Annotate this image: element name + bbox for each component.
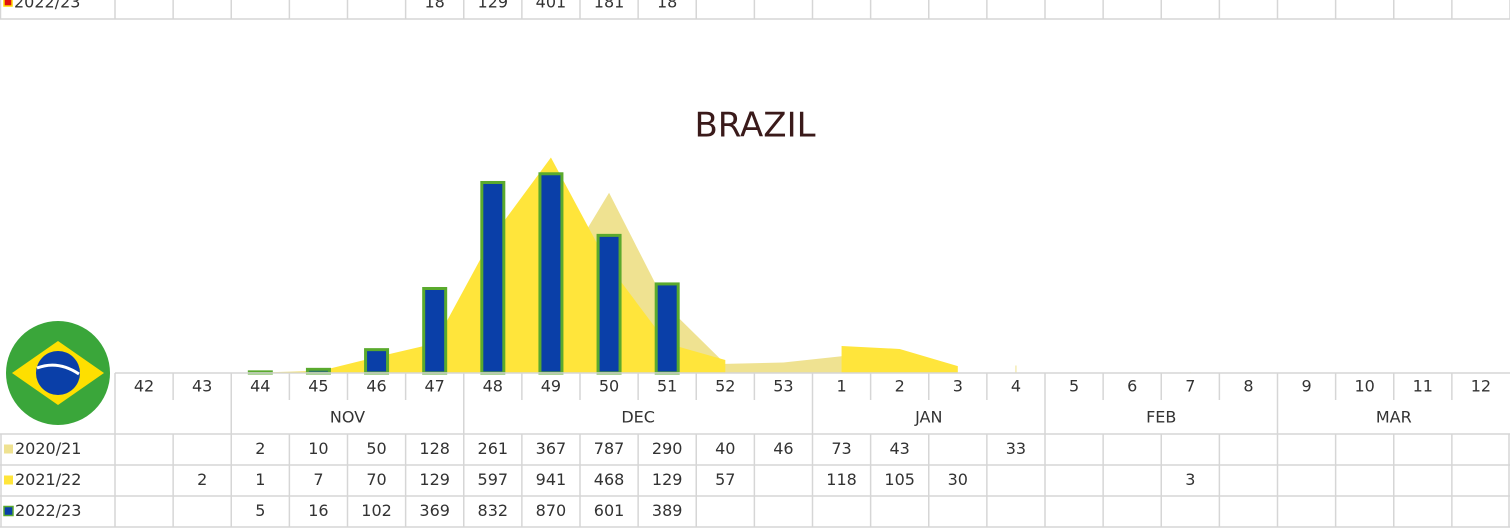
- week-label: 5: [1069, 377, 1079, 396]
- cell: 290: [652, 439, 683, 458]
- cell: 597: [478, 470, 509, 489]
- week-label: 10: [1355, 377, 1375, 396]
- week-label: 2: [895, 377, 905, 396]
- cell: 129: [478, 0, 509, 12]
- legend-swatch: [3, 505, 14, 517]
- cell: 18: [657, 0, 677, 12]
- week-label: 7: [1185, 377, 1195, 396]
- bar: [596, 233, 622, 375]
- week-label: 53: [773, 377, 793, 396]
- cell: 102: [361, 501, 392, 520]
- bar: [480, 180, 506, 375]
- row-label: 2020/21: [15, 439, 81, 458]
- cell: 30: [948, 470, 968, 489]
- week-label: 3: [953, 377, 963, 396]
- week-label: 42: [134, 377, 154, 396]
- bar: [538, 172, 564, 375]
- week-label: 45: [308, 377, 328, 396]
- cell: 18: [425, 0, 445, 12]
- week-label: 49: [541, 377, 561, 396]
- row-label: 2021/22: [15, 470, 81, 489]
- week-label: 4: [1011, 377, 1021, 396]
- week-label: 43: [192, 377, 212, 396]
- cell: 70: [366, 470, 386, 489]
- chart-title: BRAZIL: [694, 106, 815, 146]
- cell: 1: [255, 470, 265, 489]
- month-label: JAN: [914, 408, 942, 427]
- week-label: 47: [425, 377, 445, 396]
- legend-swatch: [3, 0, 13, 7]
- bar: [422, 286, 448, 375]
- cell: 832: [478, 501, 509, 520]
- week-label: 9: [1301, 377, 1311, 396]
- cell: 401: [536, 0, 567, 12]
- cell: 181: [594, 0, 625, 12]
- legend-swatch: [4, 475, 13, 485]
- cell: 870: [536, 501, 567, 520]
- cell: 2: [197, 470, 207, 489]
- cell: 787: [594, 439, 625, 458]
- week-label: 50: [599, 377, 619, 396]
- week-label: 52: [715, 377, 735, 396]
- cell: 16: [308, 501, 328, 520]
- chart: [202, 157, 1191, 375]
- cell: 43: [890, 439, 910, 458]
- week-label: 12: [1471, 377, 1491, 396]
- cell: 468: [594, 470, 625, 489]
- month-label: NOV: [330, 408, 365, 427]
- week-label: 46: [366, 377, 386, 396]
- cell: 389: [652, 501, 683, 520]
- week-label: 51: [657, 377, 677, 396]
- cell: 33: [1006, 439, 1026, 458]
- area: [841, 345, 958, 373]
- week-label: 1: [836, 377, 846, 396]
- week-label: 11: [1413, 377, 1433, 396]
- area: [202, 157, 726, 373]
- cell: 2: [255, 439, 265, 458]
- row-label: 2022/23: [14, 0, 80, 12]
- cell: 369: [419, 501, 450, 520]
- cell: 3: [1185, 470, 1195, 489]
- legend-swatch: [4, 444, 13, 454]
- cell: 5: [255, 501, 265, 520]
- week-label: 44: [250, 377, 270, 396]
- cell: 40: [715, 439, 735, 458]
- month-label: FEB: [1146, 408, 1176, 427]
- month-label: MAR: [1376, 408, 1412, 427]
- cell: 941: [536, 470, 567, 489]
- cell: 128: [419, 439, 450, 458]
- cell: 367: [536, 439, 567, 458]
- cell: 57: [715, 470, 735, 489]
- bar: [654, 282, 680, 375]
- month-label: DEC: [621, 408, 655, 427]
- flag: [6, 321, 110, 425]
- week-label: 48: [483, 377, 503, 396]
- cell: 601: [594, 501, 625, 520]
- bar: [364, 348, 390, 375]
- cell: 105: [884, 470, 915, 489]
- cell: 10: [308, 439, 328, 458]
- cell: 73: [831, 439, 851, 458]
- cell: 7: [313, 470, 323, 489]
- week-label: 8: [1243, 377, 1253, 396]
- cell: 50: [366, 439, 386, 458]
- row-label: 2022/23: [15, 501, 81, 520]
- cell: 129: [652, 470, 683, 489]
- week-label: 6: [1127, 377, 1137, 396]
- cell: 261: [478, 439, 509, 458]
- cell: 46: [773, 439, 793, 458]
- cell: 118: [826, 470, 857, 489]
- cell: 129: [419, 470, 450, 489]
